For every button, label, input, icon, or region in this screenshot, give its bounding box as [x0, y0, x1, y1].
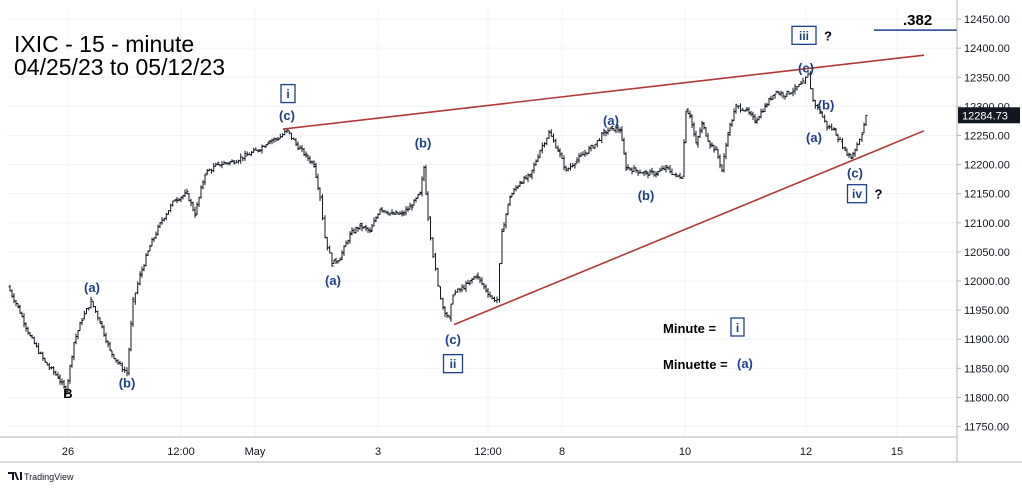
grid: [8, 8, 957, 437]
fib-level: .382: [874, 12, 957, 31]
last-price-tag: [958, 107, 1020, 124]
y-tick-label: 12150.00: [964, 189, 1010, 201]
chart-title-line2: 04/25/23 to 05/12/23: [14, 54, 225, 80]
wave-label: (a): [603, 113, 619, 128]
last-price-label: 12284.73: [962, 110, 1008, 122]
price-bars: [8, 71, 868, 396]
chart-title-line1: IXIC - 15 - minute: [14, 31, 194, 57]
y-tick-label: 11900.00: [964, 334, 1009, 346]
wave-box-label: i: [286, 87, 289, 101]
x-tick-label: 10: [679, 446, 691, 458]
legend-minute-label: Minute =: [663, 321, 716, 336]
wave-labels: B (a) (b) (c) (a) (b) (c) (a) (b) (c) (b) (a) (c): [63, 60, 863, 400]
tradingview-logo-icon: [8, 472, 22, 480]
wave-box: [442, 354, 464, 374]
wave-label: (b): [119, 375, 136, 390]
wave-label: (b): [638, 188, 655, 203]
wave-label: (c): [279, 108, 295, 123]
x-tick-label: May: [245, 446, 266, 458]
channel-lower-line: [453, 130, 925, 326]
y-tick-label: 11850.00: [964, 363, 1009, 375]
wave-box-question: ?: [824, 28, 832, 43]
y-tick-label: 11800.00: [964, 392, 1009, 404]
y-tick-label: 12400.00: [964, 43, 1010, 55]
x-tick-label: 3: [375, 446, 381, 458]
y-tick-label: 12250.00: [964, 130, 1010, 142]
x-tick-label: 26: [62, 446, 74, 458]
legend-minuette-label: Minuette =: [663, 357, 728, 372]
wave-label: (c): [798, 60, 814, 75]
wave-box-question: ?: [875, 187, 883, 202]
wave-label: B: [63, 386, 72, 401]
y-tick-label: 12000.00: [964, 276, 1010, 288]
x-tick-label: 12:00: [474, 446, 502, 458]
wave-label: (a): [84, 280, 100, 295]
wave-box: [280, 83, 296, 104]
x-tick-label: 12: [800, 446, 812, 458]
wave-label: (c): [847, 166, 863, 181]
wave-box-label: iv: [852, 187, 862, 201]
wave-label: (b): [415, 135, 432, 150]
wave-box-label: ii: [450, 357, 457, 371]
y-tick-label: 12350.00: [964, 72, 1010, 84]
wave-box: [846, 184, 868, 204]
axes: 12450.0012400.0012350.0012300.0012250.00…: [0, 0, 1022, 463]
x-tick-label: 15: [891, 446, 903, 458]
wave-box-label: iii: [799, 29, 809, 43]
wave-label: (b): [818, 98, 835, 113]
tradingview-logo-text: TradingView: [24, 472, 74, 482]
y-tick-label: 12200.00: [964, 160, 1010, 172]
fib-382-label: .382: [903, 12, 932, 29]
legend-minute-symbol: i: [736, 321, 739, 335]
wave-label: (a): [325, 273, 341, 288]
legend-minuette-symbol: (a): [737, 356, 753, 371]
x-tick-label: 8: [559, 446, 565, 458]
channel-lines: [282, 54, 925, 326]
wave-label: (a): [806, 130, 822, 145]
x-tick-label: 12:00: [167, 446, 195, 458]
tradingview-logo: TradingView: [8, 472, 74, 482]
legend-minute-box: [730, 317, 745, 337]
y-tick-label: 12450.00: [964, 14, 1010, 26]
y-tick-label: 12100.00: [964, 218, 1010, 230]
y-tick-label: 11950.00: [964, 305, 1009, 317]
channel-upper-line: [282, 54, 925, 130]
y-tick-label: 11750.00: [964, 422, 1009, 434]
legend: Minute = i Minuette = (a): [663, 317, 753, 372]
y-tick-label: 12050.00: [964, 247, 1010, 259]
wave-label: (c): [445, 332, 461, 347]
wave-box: [791, 25, 817, 46]
